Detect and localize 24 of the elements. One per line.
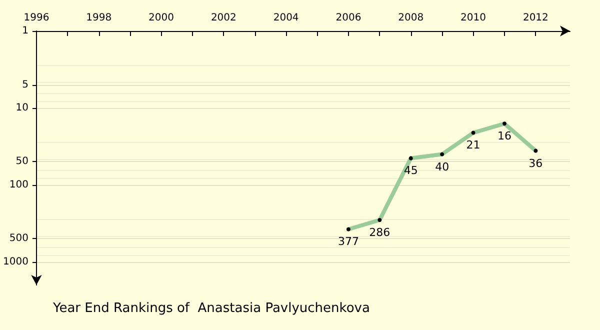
y-tick-label: 500: [9, 233, 28, 244]
x-tick-label: 1996: [24, 12, 50, 24]
y-tick-label: 5: [22, 79, 28, 90]
y-tick-label: 100: [9, 179, 28, 190]
x-tick-label: 1998: [86, 12, 112, 24]
x-tick-label: 2000: [148, 12, 174, 24]
y-tick-label: 10: [16, 102, 28, 114]
data-label: 40: [435, 160, 450, 174]
data-label: 377: [338, 235, 359, 248]
y-tick-label: 1: [22, 26, 28, 36]
x-tick-label: 2006: [336, 12, 362, 24]
text: Year End Rankings of Anastasia Pavlyuchenkova: [52, 301, 370, 316]
data-label: 16: [497, 130, 512, 143]
y-tick-label: 50: [16, 156, 28, 168]
x-tick-label: 2008: [398, 12, 424, 24]
x-tick-label: 2010: [460, 12, 486, 24]
data-label: 45: [404, 164, 418, 178]
data-label: 36: [528, 156, 543, 170]
data-label: 21: [466, 138, 480, 152]
x-tick-label: 2012: [522, 12, 548, 24]
y-tick-label: 1000: [2, 256, 28, 268]
x-tick-label: 2004: [273, 12, 299, 24]
x-tick-label: 2002: [210, 12, 236, 24]
data-label: 286: [369, 226, 390, 240]
